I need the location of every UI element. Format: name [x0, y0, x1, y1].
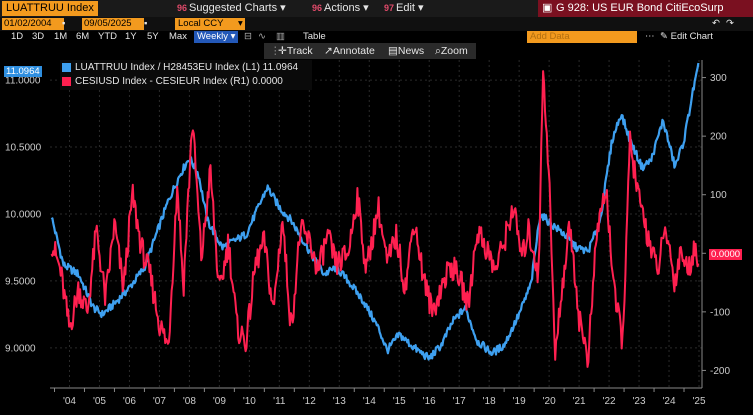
chart-legend: LUATTRUU Index / H28453EU Index (L1) 11.… [60, 60, 312, 90]
suggested-charts-menu[interactable]: 96 Suggested Charts ▾ [177, 2, 286, 14]
range-max[interactable]: Max [169, 31, 187, 42]
x-tick-label: '16 [423, 396, 436, 407]
y-right-tick-label: -100 [710, 307, 730, 318]
legend-swatch [62, 76, 71, 86]
range-ytd[interactable]: YTD [98, 31, 117, 42]
chart-title: G 928: US EUR Bond CitiEcoSurp [556, 2, 724, 14]
y-right-tick-label: 200 [710, 132, 727, 143]
date-separator: ▪ [62, 18, 66, 29]
edit-chart-button[interactable]: ✎ Edit Chart [660, 31, 713, 42]
x-tick-label: '23 [633, 396, 646, 407]
x-tick-label: '06 [123, 396, 136, 407]
calendar-icon[interactable]: ▪ [144, 18, 148, 29]
start-date-input[interactable]: 01/02/2004 [2, 18, 64, 30]
annotate-button[interactable]: ↗ Annotate [324, 45, 375, 57]
y-right-tick-label: -200 [710, 366, 730, 377]
table-button[interactable]: Table [303, 31, 326, 42]
function-code: 96 [177, 3, 188, 13]
y-right-tick-label: 100 [710, 190, 727, 201]
redo-icon[interactable]: ↷ [726, 18, 734, 29]
x-tick-label: '15 [393, 396, 406, 407]
legend-label: LUATTRUU Index / H28453EU Index (L1) 11.… [75, 62, 299, 73]
range-3d[interactable]: 3D [32, 31, 45, 42]
x-tick-label: '05 [93, 396, 106, 407]
axes: '04 '05 '06 '07 '08 '09 '10 '11 '12 '13 '14 '15 '16 '… [5, 60, 730, 407]
chart-tools-bar: ⋮ ✛ Track ↗ Annotate ▤ News ⌕ Zoom [264, 43, 476, 59]
range-1y[interactable]: 1Y [125, 31, 137, 42]
x-tick-label: '14 [363, 396, 376, 407]
x-tick-label: '21 [573, 396, 586, 407]
series-line-citi-surprise-diff [50, 70, 700, 368]
x-tick-label: '13 [333, 396, 346, 407]
range-1m[interactable]: 1M [54, 31, 68, 42]
frequency-select[interactable]: Weekly ▾ [194, 31, 239, 43]
legend-series-1[interactable]: LUATTRUU Index / H28453EU Index (L1) 11.… [62, 61, 298, 75]
x-tick-label: '20 [543, 396, 556, 407]
track-button[interactable]: ✛ Track [278, 45, 313, 57]
edit-menu[interactable]: 97 Edit ▾ [384, 2, 424, 14]
x-tick-label: '09 [213, 396, 226, 407]
zoom-label: Zoom [440, 45, 468, 57]
x-tick-label: '19 [513, 396, 526, 407]
bar-type-icon[interactable]: ▥ [276, 31, 285, 42]
x-tick-label: '24 [663, 396, 676, 407]
x-tick-label: '22 [603, 396, 616, 407]
drag-handle-icon[interactable]: ⋮ [270, 45, 281, 57]
x-tick-label: '10 [243, 396, 256, 407]
x-tick-label: '12 [303, 396, 316, 407]
x-tick-label: '17 [453, 396, 466, 407]
zoom-button[interactable]: ⌕ Zoom [435, 45, 468, 57]
currency-select[interactable]: Local CCY [175, 18, 245, 30]
legend-label: CESIUSD Index - CESIEUR Index (R1) 0.000… [75, 76, 283, 87]
tile-icon: ▣ [542, 2, 553, 14]
x-tick-label: '18 [483, 396, 496, 407]
chevron-down-icon[interactable]: ▾ [238, 18, 243, 29]
more-icon[interactable]: ⋯ [645, 31, 655, 42]
track-label: Track [286, 45, 313, 57]
gridlines [50, 60, 702, 388]
function-code: 97 [384, 3, 395, 13]
end-date-input[interactable]: 09/05/2025 [82, 18, 144, 30]
y-right-tick-label: 300 [710, 73, 727, 84]
range-6m[interactable]: 6M [76, 31, 90, 42]
frequency-label: Weekly [197, 31, 228, 42]
news-label: News [397, 45, 425, 57]
legend-series-2[interactable]: CESIUSD Index - CESIEUR Index (R1) 0.000… [62, 75, 283, 89]
add-data-input[interactable]: Add Data [527, 31, 637, 43]
x-tick-label: '25 [692, 396, 705, 407]
x-tick-label: '07 [153, 396, 166, 407]
news-button[interactable]: ▤ News [388, 45, 425, 57]
function-code: 96 [312, 3, 323, 13]
x-tick-label: '08 [183, 396, 196, 407]
x-tick-label: '04 [63, 396, 76, 407]
y-left-tick-label: 9.0000 [5, 343, 36, 354]
range-1d[interactable]: 1D [11, 31, 24, 42]
range-5y[interactable]: 5Y [147, 31, 159, 42]
chart-title-bar: ▣ G 928: US EUR Bond CitiEcoSurp [538, 0, 753, 17]
edit-chart-label: Edit Chart [670, 31, 713, 42]
legend-swatch [62, 62, 71, 72]
menu-label: Actions [324, 2, 361, 14]
x-tick-label: '11 [273, 396, 286, 407]
menu-label: Edit [396, 2, 415, 14]
y-left-tick-label: 9.5000 [5, 276, 36, 287]
line-type-icon[interactable]: ∿ [258, 31, 266, 42]
left-last-value-label: 11.0964 [4, 66, 42, 77]
series-line-bond-ratio [50, 62, 700, 361]
actions-menu[interactable]: 96 Actions ▾ [312, 2, 369, 14]
undo-icon[interactable]: ↶ [712, 18, 720, 29]
chart-type-icon[interactable]: ⊟ [244, 31, 252, 42]
y-left-tick-label: 10.0000 [5, 209, 42, 220]
ticker-field[interactable]: LUATTRUU Index [2, 1, 98, 16]
series-lines [50, 62, 700, 368]
annotate-label: Annotate [332, 45, 375, 57]
right-last-value-label: 0.0000 [709, 249, 743, 260]
y-left-tick-label: 10.5000 [5, 143, 42, 154]
menu-label: Suggested Charts [189, 2, 278, 14]
y-left-tick-label: 11.0000 [5, 76, 41, 87]
